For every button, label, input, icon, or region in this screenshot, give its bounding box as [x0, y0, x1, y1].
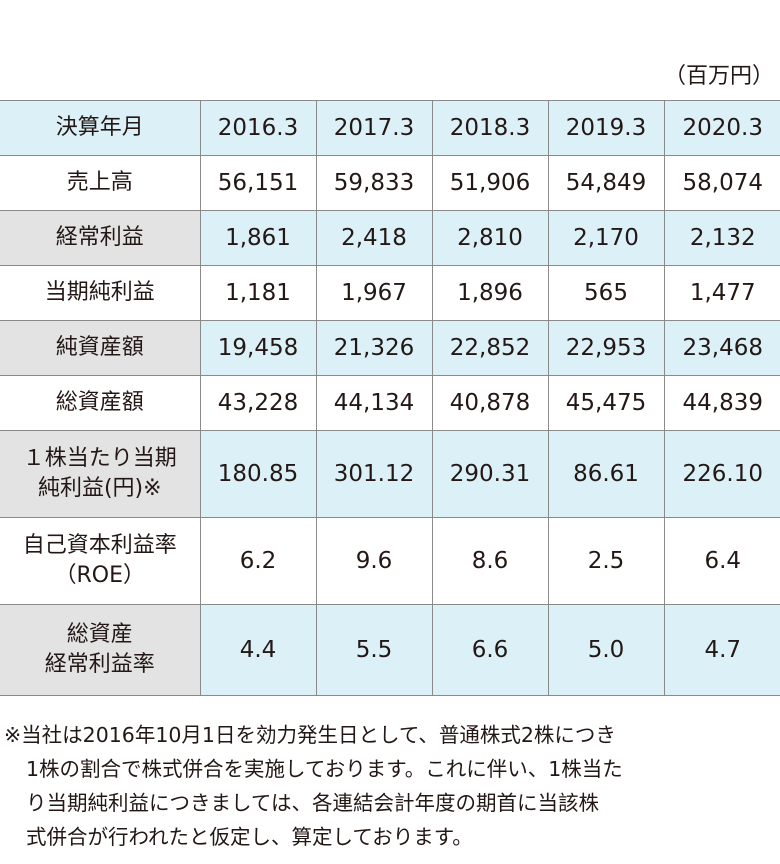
cell-value: 4.4: [199, 604, 317, 696]
table-row: １株当たり当期 純利益(円)※ 180.85 301.12 290.31 86.6…: [0, 430, 780, 518]
footnote-line: 式併合が行われたと仮定し、算定しております。: [26, 825, 473, 849]
cell-value: 56,151: [199, 155, 317, 211]
cell-value: 301.12: [315, 430, 433, 518]
year-2017: 2017.3: [315, 100, 433, 156]
table-row: 純資産額 19,458 21,326 22,852 22,953 23,468: [0, 320, 780, 376]
row-label: 売上高: [0, 155, 201, 211]
table-row: 売上高 56,151 59,833 51,906 54,849 58,074: [0, 155, 780, 211]
cell-value: 1,896: [431, 265, 549, 321]
cell-value: 4.7: [663, 604, 780, 696]
row-label: １株当たり当期 純利益(円)※: [0, 430, 201, 518]
cell-value: 1,181: [199, 265, 317, 321]
cell-value: 22,953: [547, 320, 665, 376]
cell-value: 58,074: [663, 155, 780, 211]
cell-value: 2,418: [315, 210, 433, 266]
cell-value: 44,134: [315, 375, 433, 431]
table-row: 当期純利益 1,181 1,967 1,896 565 1,477: [0, 265, 780, 321]
cell-value: 44,839: [663, 375, 780, 431]
cell-value: 19,458: [199, 320, 317, 376]
cell-value: 9.6: [315, 517, 433, 605]
cell-value: 23,468: [663, 320, 780, 376]
cell-value: 6.4: [663, 517, 780, 605]
year-2016: 2016.3: [199, 100, 317, 156]
footnote: ※当社は2016年10月1日を効力発生日として、普通株式2株につき 1株の割合で…: [4, 718, 776, 854]
cell-value: 54,849: [547, 155, 665, 211]
cell-value: 180.85: [199, 430, 317, 518]
year-2019: 2019.3: [547, 100, 665, 156]
table-row: 自己資本利益率 （ROE） 6.2 9.6 8.6 2.5 6.4: [0, 517, 780, 605]
cell-value: 2.5: [547, 517, 665, 605]
cell-value: 45,475: [547, 375, 665, 431]
cell-value: 290.31: [431, 430, 549, 518]
unit-label: （百万円）: [663, 64, 774, 89]
row-label: 当期純利益: [0, 265, 201, 321]
table-row: 総資産 経常利益率 4.4 5.5 6.6 5.0 4.7: [0, 604, 780, 696]
year-2018: 2018.3: [431, 100, 549, 156]
cell-value: 1,477: [663, 265, 780, 321]
cell-value: 59,833: [315, 155, 433, 211]
row-label: 総資産額: [0, 375, 201, 431]
cell-value: 21,326: [315, 320, 433, 376]
cell-value: 1,967: [315, 265, 433, 321]
table-row: 総資産額 43,228 44,134 40,878 45,475 44,839: [0, 375, 780, 431]
cell-value: 2,132: [663, 210, 780, 266]
footnote-line: ※当社は2016年10月1日を効力発生日として、普通株式2株につき: [4, 723, 616, 747]
cell-value: 22,852: [431, 320, 549, 376]
cell-value: 8.6: [431, 517, 549, 605]
footnote-line: り当期純利益につきましては、各連結会計年度の期首に当該株: [26, 791, 599, 815]
footnote-line: 1株の割合で株式併合を実施しております。これに伴い、1株当た: [26, 757, 623, 781]
financial-table: 決算年月 2016.3 2017.3 2018.3 2019.3 2020.3 …: [0, 100, 780, 696]
cell-value: 51,906: [431, 155, 549, 211]
cell-value: 226.10: [663, 430, 780, 518]
row-label: 経常利益: [0, 210, 201, 266]
row-label: 純資産額: [0, 320, 201, 376]
table-row: 経常利益 1,861 2,418 2,810 2,170 2,132: [0, 210, 780, 266]
cell-value: 2,170: [547, 210, 665, 266]
header-label: 決算年月: [0, 100, 201, 156]
year-2020: 2020.3: [663, 100, 780, 156]
cell-value: 565: [547, 265, 665, 321]
table-header-row: 決算年月 2016.3 2017.3 2018.3 2019.3 2020.3: [0, 100, 780, 156]
cell-value: 6.2: [199, 517, 317, 605]
cell-value: 5.0: [547, 604, 665, 696]
row-label: 自己資本利益率 （ROE）: [0, 517, 201, 605]
row-label: 総資産 経常利益率: [0, 604, 201, 696]
cell-value: 40,878: [431, 375, 549, 431]
cell-value: 86.61: [547, 430, 665, 518]
cell-value: 2,810: [431, 210, 549, 266]
cell-value: 43,228: [199, 375, 317, 431]
cell-value: 6.6: [431, 604, 549, 696]
cell-value: 5.5: [315, 604, 433, 696]
cell-value: 1,861: [199, 210, 317, 266]
